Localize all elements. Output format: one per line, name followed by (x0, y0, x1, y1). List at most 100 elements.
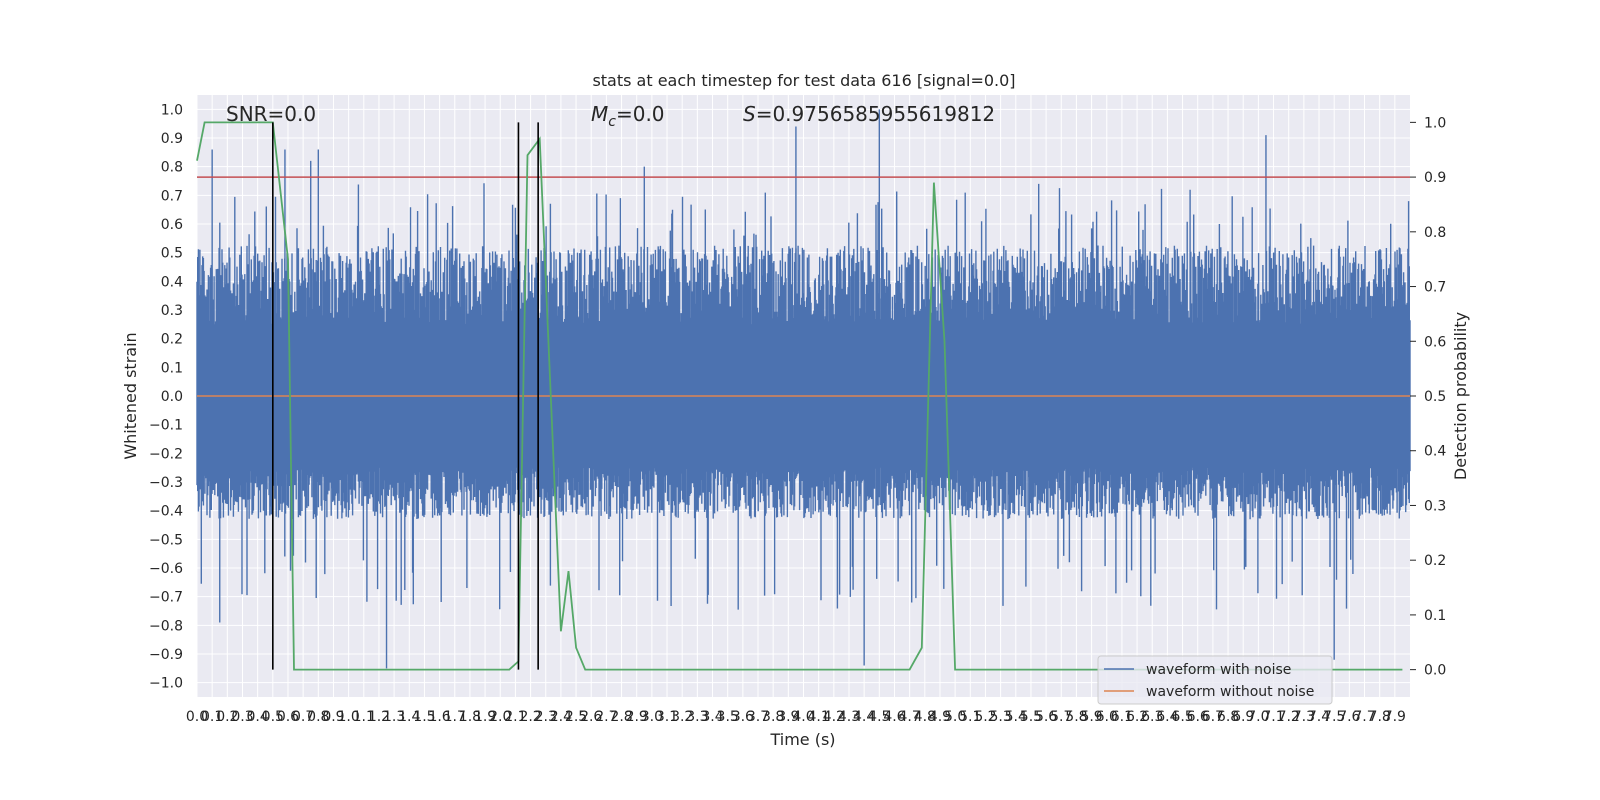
x-tick-label: 6.5 (1171, 709, 1193, 725)
x-tick-label: 4.7 (899, 709, 921, 725)
y-tick-label-left: 0.2 (161, 332, 183, 348)
x-tick-label: 2.5 (565, 709, 587, 725)
legend: waveform with noise waveform without noi… (1097, 655, 1333, 705)
x-tick-label: 7.2 (1278, 709, 1300, 725)
x-tick-label: 7.4 (1308, 709, 1330, 725)
x-tick-label: 1.4 (398, 709, 420, 725)
x-tick-label: 5.0 (944, 709, 966, 725)
x-tick-label: 3.7 (747, 709, 769, 725)
x-tick-label: 7.1 (1262, 709, 1284, 725)
y-tick-label-right: 1.0 (1424, 115, 1446, 131)
x-tick-label: 4.0 (792, 709, 814, 725)
x-tick-label: 1.7 (444, 709, 466, 725)
x-tick-label: 2.8 (610, 709, 632, 725)
y-tick-label-right: 0.5 (1424, 389, 1446, 405)
mc-subscript: c (608, 114, 616, 130)
x-tick-label: 7.8 (1369, 709, 1391, 725)
x-tick-label: 3.5 (717, 709, 739, 725)
x-tick-label: 0.1 (201, 709, 223, 725)
x-tick-label: 2.9 (626, 709, 648, 725)
x-tick-label: 4.9 (929, 709, 951, 725)
x-tick-label: 7.3 (1293, 709, 1315, 725)
x-tick-label: 4.5 (868, 709, 890, 725)
s-annotation: S=0.9756585955619812 (743, 102, 995, 126)
snr-annotation: SNR=0.0 (226, 102, 316, 126)
x-tick-label: 6.2 (1126, 709, 1148, 725)
x-tick-label: 0.2 (216, 709, 238, 725)
x-tick-label: 7.9 (1384, 709, 1406, 725)
x-tick-label: 4.4 (853, 709, 875, 725)
x-tick-label: 3.6 (732, 709, 754, 725)
x-tick-label: 1.0 (337, 709, 359, 725)
y-axis-label-right: Detection probability (1451, 312, 1470, 480)
x-tick-label: 2.1 (504, 709, 526, 725)
x-tick-label: 3.2 (671, 709, 693, 725)
x-tick-label: 7.0 (1247, 709, 1269, 725)
y-tick-label-left: 1.0 (161, 102, 183, 118)
legend-label-noise: waveform with noise (1146, 662, 1291, 678)
y-tick-label-right: 0.1 (1424, 608, 1446, 624)
x-tick-label: 5.4 (1005, 709, 1027, 725)
x-tick-label: 5.9 (1080, 709, 1102, 725)
x-tick-label: 4.8 (914, 709, 936, 725)
y-tick-label-left: 0.5 (161, 246, 183, 262)
x-tick-label: 1.3 (383, 709, 405, 725)
y-tick-label-left: −0.3 (149, 475, 183, 491)
y-axis-label-left: Whitened strain (121, 332, 140, 459)
y-tick-label-right: 0.2 (1424, 553, 1446, 569)
x-tick-label: 2.2 (519, 709, 541, 725)
x-tick-label: 3.8 (762, 709, 784, 725)
x-tick-label: 1.5 (413, 709, 435, 725)
y-tick-label-right: 0.0 (1424, 663, 1446, 679)
overlay-lines (196, 121, 1410, 671)
x-tick-label: 5.7 (1050, 709, 1072, 725)
x-tick-label: 6.3 (1141, 709, 1163, 725)
x-tick-label: 6.0 (1096, 709, 1118, 725)
y-tick-label-right: 0.9 (1424, 170, 1446, 186)
y-tick-label-left: 0.3 (161, 303, 183, 319)
x-tick-label: 6.8 (1217, 709, 1239, 725)
x-tick-label: 6.7 (1202, 709, 1224, 725)
y-tick-label-left: −1.0 (149, 676, 183, 692)
mc-value: =0.0 (616, 102, 665, 126)
y-tick-label-right: 0.3 (1424, 498, 1446, 514)
x-tick-label: 1.8 (459, 709, 481, 725)
chart-title: stats at each timestep for test data 616… (592, 71, 1015, 90)
x-tick-label: 6.6 (1187, 709, 1209, 725)
x-tick-label: 7.7 (1353, 709, 1375, 725)
y-tick-label-left: 0.8 (161, 160, 183, 176)
y-tick-label-right: 0.7 (1424, 280, 1446, 296)
x-tick-label: 0.7 (292, 709, 314, 725)
x-tick-label: 5.3 (989, 709, 1011, 725)
y-tick-label-left: −0.1 (149, 418, 183, 434)
y-tick-label-left: −0.9 (149, 647, 183, 663)
series-waveform-with-noise (196, 109, 1411, 669)
x-tick-label: 1.9 (474, 709, 496, 725)
legend-label-clean: waveform without noise (1146, 684, 1314, 700)
mc-symbol: M (591, 102, 608, 126)
x-tick-label: 4.3 (838, 709, 860, 725)
x-tick-label: 0.3 (231, 709, 253, 725)
x-tick-label: 7.5 (1323, 709, 1345, 725)
x-tick-label: 0.9 (322, 709, 344, 725)
y-tick-label-left: 0.1 (161, 360, 183, 376)
y-tick-label-left: 0.4 (161, 274, 183, 290)
x-tick-label: 2.7 (595, 709, 617, 725)
y-tick-label-right: 0.8 (1424, 225, 1446, 241)
x-tick-label: 4.6 (883, 709, 905, 725)
y-tick-label-left: −0.6 (149, 561, 183, 577)
x-tick-label: 1.1 (353, 709, 375, 725)
y-tick-label-left: 0.6 (161, 217, 183, 233)
x-tick-label: 1.6 (428, 709, 450, 725)
y-tick-label-left: −0.8 (149, 618, 183, 634)
x-tick-label: 3.4 (701, 709, 723, 725)
x-tick-label: 3.1 (656, 709, 678, 725)
s-value: =0.9756585955619812 (756, 102, 995, 126)
y-tick-label-right: 0.4 (1424, 444, 1446, 460)
detection-probability-line (196, 121, 1403, 671)
x-tick-label: 3.3 (686, 709, 708, 725)
x-tick-label: 6.1 (1111, 709, 1133, 725)
x-tick-label: 5.6 (1035, 709, 1057, 725)
mc-annotation: Mc=0.0 (591, 102, 665, 130)
noise-body (196, 183, 1411, 610)
